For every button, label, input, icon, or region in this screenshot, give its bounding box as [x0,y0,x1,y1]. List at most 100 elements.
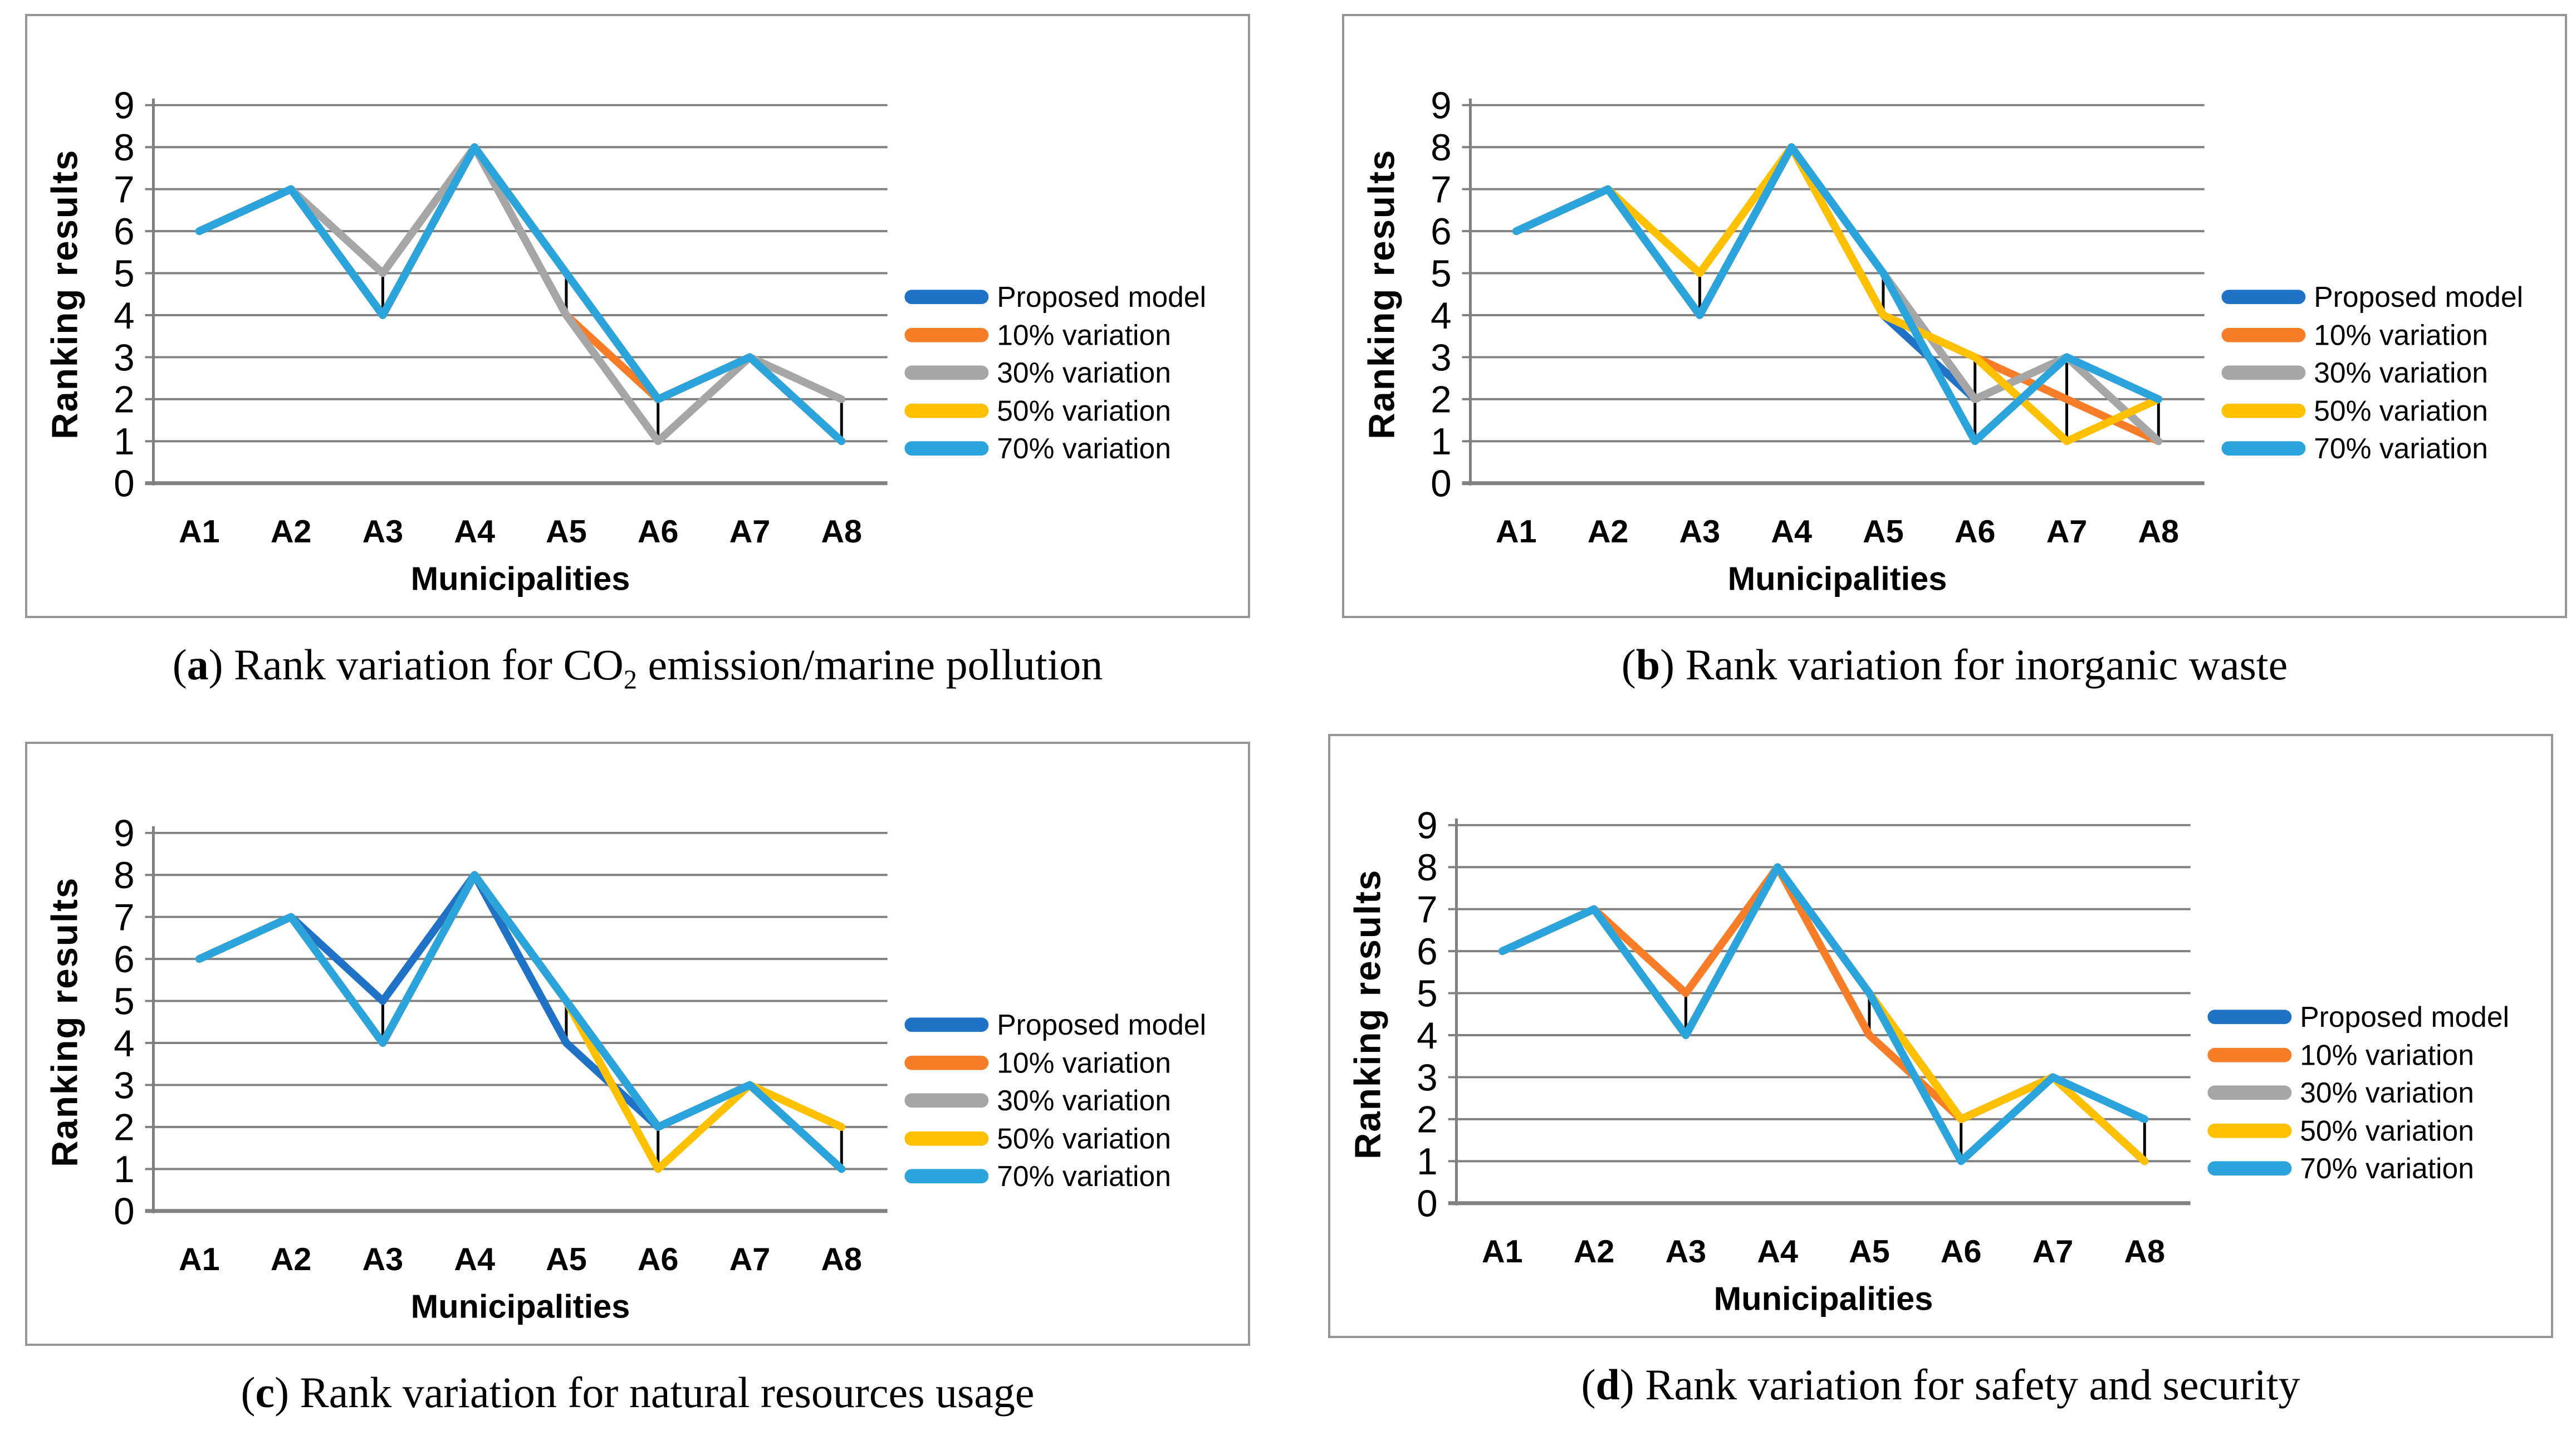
x-tick-label-a4: A4 [454,514,495,550]
caption-paren: ) [208,640,234,689]
x-tick-label-a2: A2 [271,1242,312,1277]
y-tick-label-5: 5 [1431,253,1452,295]
y-tick-label-3: 3 [114,1065,135,1106]
y-tick-label-4: 4 [114,295,135,337]
chart-box-b: 0 1 2 3 4 5 6 7 8 9 A1 A2 A3 A4 A5 A6 A7 A8 Municipalities… [1342,14,2567,618]
y-tick-label-9: 9 [1431,85,1452,127]
legend-label-30-variation: 30% variation [997,1084,1171,1116]
x-axis-title: Municipalities [1728,560,1947,597]
caption-a: (a) Rank variation for CO2 emission/mari… [25,640,1250,693]
y-tick-label-0: 0 [1417,1183,1438,1225]
caption-text: Rank variation for CO [234,640,624,689]
x-tick-label-a3: A3 [363,514,404,550]
y-tick-label-3: 3 [1431,337,1452,379]
caption-paren: ( [241,1368,256,1417]
y-tick-label-2: 2 [114,1107,135,1149]
x-tick-label-a1: A1 [1482,1234,1523,1270]
y-tick-label-7: 7 [1417,889,1438,931]
x-axis-title: Municipalities [411,1287,630,1325]
y-tick-label-7: 7 [1431,169,1452,211]
caption-paren: ) [1619,1360,1645,1409]
caption-text: emission/marine pollution [637,640,1103,689]
caption-letter: a [187,640,209,689]
x-tick-label-a8: A8 [2138,514,2179,550]
legend-label-50-variation: 50% variation [997,1123,1171,1155]
caption-b: (b) Rank variation for inorganic waste [1342,640,2567,690]
x-tick-label-a6: A6 [638,514,679,550]
x-tick-label-a1: A1 [179,514,220,550]
legend-label-50-variation: 50% variation [2314,395,2488,427]
legend-label-proposed-model: Proposed model [2300,1001,2509,1033]
x-tick-label-a5: A5 [1849,1234,1890,1270]
y-tick-label-4: 4 [114,1023,135,1065]
x-tick-label-a6: A6 [638,1242,679,1277]
x-tick-label-a8: A8 [821,514,862,550]
caption-text: Rank variation for natural resources usa… [300,1368,1035,1417]
y-tick-label-6: 6 [1417,931,1438,973]
caption-text: Rank variation for inorganic waste [1685,640,2288,689]
y-tick-label-0: 0 [1431,463,1452,505]
caption-subscript: 2 [623,665,638,695]
x-tick-label-a4: A4 [1771,514,1812,550]
legend-label-10-variation: 10% variation [2300,1039,2474,1071]
y-tick-label-8: 8 [1431,127,1452,169]
x-tick-label-a7: A7 [729,514,771,550]
x-tick-label-a7: A7 [729,1242,771,1277]
legend-label-10-variation: 10% variation [997,1047,1171,1079]
caption-paren: ) [275,1368,300,1417]
x-tick-label-a8: A8 [821,1242,862,1277]
y-axis-title: Ranking results [44,877,85,1167]
x-axis-title: Municipalities [411,560,630,597]
y-axis-title: Ranking results [1361,149,1402,439]
x-tick-label-a2: A2 [271,514,312,550]
x-tick-label-a6: A6 [1941,1234,1982,1270]
y-tick-label-6: 6 [1431,211,1452,253]
caption-d: (d) Rank variation for safety and securi… [1328,1360,2553,1410]
series-line-70-variation [1498,863,2149,1165]
y-axis-title: Ranking results [44,149,85,439]
x-tick-label-a3: A3 [1679,514,1721,550]
x-tick-label-a4: A4 [454,1242,495,1277]
y-tick-label-1: 1 [114,1149,135,1191]
y-tick-label-4: 4 [1431,295,1452,337]
y-tick-label-8: 8 [114,855,135,897]
y-axis-title: Ranking results [1347,869,1388,1159]
x-tick-label-a1: A1 [179,1242,220,1277]
y-tick-label-9: 9 [1417,805,1438,847]
y-tick-label-5: 5 [1417,973,1438,1015]
x-axis-title: Municipalities [1714,1280,1933,1317]
x-tick-label-a1: A1 [1496,514,1537,550]
legend-label-70-variation: 70% variation [2300,1152,2474,1184]
y-tick-label-6: 6 [114,939,135,981]
caption-text: Rank variation for safety and security [1645,1360,2300,1409]
panel-c: 0 1 2 3 4 5 6 7 8 9 A1 A2 A3 A4 A5 A6 A7 A8 Municipalities… [25,742,1250,1427]
panel-a: 0 1 2 3 4 5 6 7 8 9 A1 A2 A3 A4 A5 A6 A7 A8 Municipalities… [25,14,1250,699]
y-tick-label-7: 7 [114,897,135,939]
y-tick-label-2: 2 [1417,1099,1438,1141]
x-tick-label-a5: A5 [546,514,587,550]
legend-label-70-variation: 70% variation [2314,432,2488,464]
y-tick-label-5: 5 [114,981,135,1022]
legend-label-30-variation: 30% variation [997,356,1171,389]
x-tick-label-a2: A2 [1574,1234,1615,1270]
series-line-70-variation [195,871,846,1173]
y-tick-label-0: 0 [114,463,135,505]
chart-box-a: 0 1 2 3 4 5 6 7 8 9 A1 A2 A3 A4 A5 A6 A7 A8 Municipalities… [25,14,1250,618]
x-tick-label-a8: A8 [2124,1234,2165,1270]
y-tick-label-0: 0 [114,1191,135,1233]
series-line-30-variation [195,143,846,445]
y-tick-label-1: 1 [1431,421,1452,463]
legend-label-proposed-model: Proposed model [997,281,1206,313]
x-tick-label-a6: A6 [1955,514,1996,550]
legend-label-10-variation: 10% variation [2314,319,2488,351]
legend-label-70-variation: 70% variation [997,1160,1171,1192]
legend-label-70-variation: 70% variation [997,432,1171,464]
caption-c: (c) Rank variation for natural resources… [25,1368,1250,1418]
caption-paren: ( [172,640,187,689]
y-tick-label-2: 2 [1431,379,1452,421]
y-tick-label-8: 8 [114,127,135,169]
panel-b: 0 1 2 3 4 5 6 7 8 9 A1 A2 A3 A4 A5 A6 A7 A8 Municipalities… [1342,14,2567,699]
